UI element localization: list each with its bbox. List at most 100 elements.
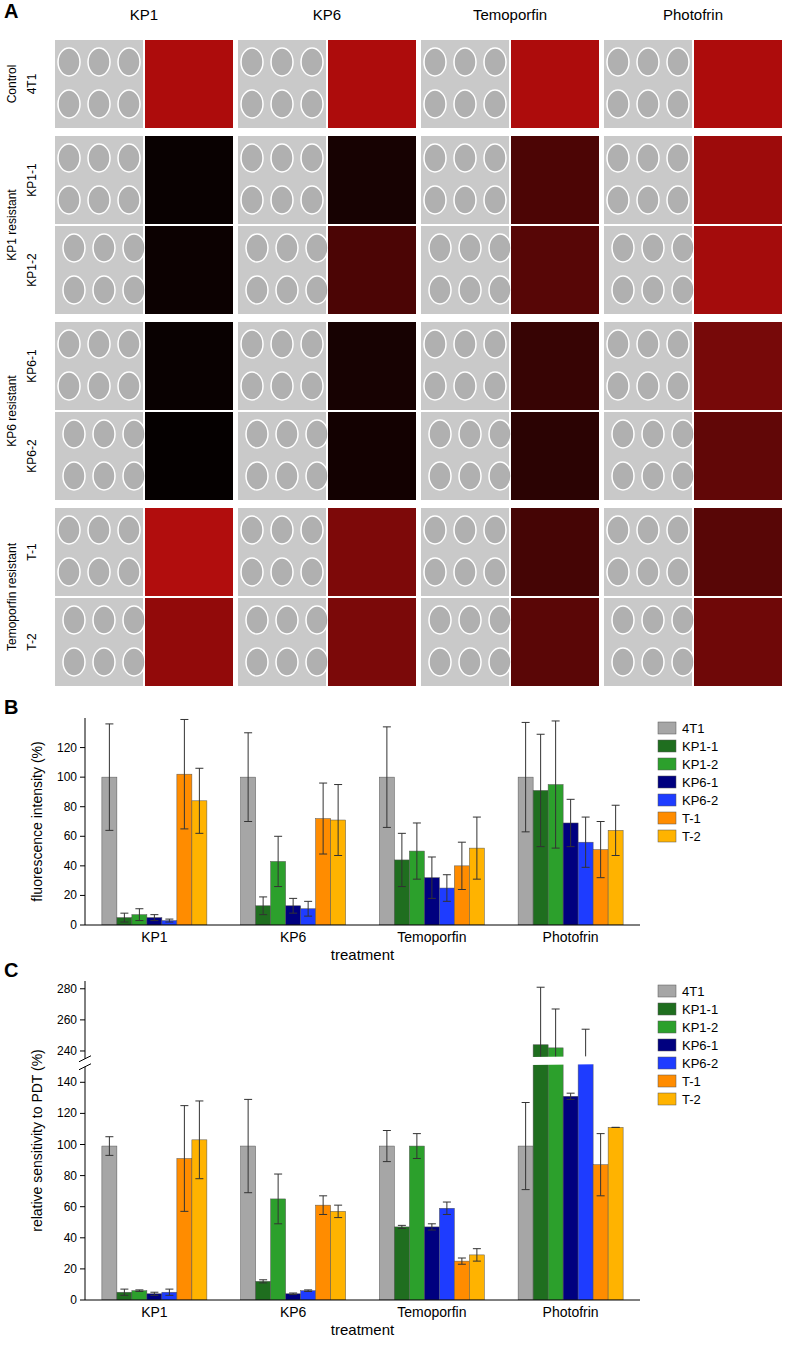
error-cap: [165, 1289, 173, 1290]
x-tick-label: Temoporfin: [397, 929, 466, 945]
cell: [454, 186, 476, 214]
fluorescence-image: [328, 136, 416, 224]
error-line: [323, 1196, 324, 1215]
error-cap: [612, 805, 620, 806]
error-cap: [135, 1291, 143, 1292]
cell: [637, 48, 659, 76]
cell: [424, 90, 446, 118]
error-line: [540, 734, 541, 846]
error-cap: [259, 914, 267, 915]
x-axis-label: treatment: [331, 946, 395, 963]
error-line: [109, 724, 110, 830]
cell: [489, 276, 511, 304]
cell: [607, 48, 629, 76]
figure: AKP1KP6TemoporfinPhotofrin4T1ControlKP1-…: [0, 0, 787, 1345]
fluorescence-image: [145, 226, 233, 314]
error-cap: [428, 898, 436, 899]
y-tick-label: 280: [57, 982, 77, 996]
y-tick: [80, 1019, 85, 1020]
error-cap: [458, 889, 466, 890]
y-tick-label: 140: [57, 1075, 77, 1089]
fluorescence-signal: [694, 322, 782, 410]
error-line: [476, 1249, 477, 1261]
row-label: T-2: [25, 633, 39, 651]
error-bar: [105, 1137, 113, 1156]
error-cap: [473, 817, 481, 818]
cell: [459, 606, 481, 634]
error-cap: [304, 1291, 312, 1292]
fluorescence-signal: [328, 136, 416, 224]
cell: [301, 330, 323, 358]
cell: [672, 606, 694, 634]
error-cap: [105, 830, 113, 831]
error-bar: [120, 913, 128, 922]
error-line: [540, 987, 541, 1061]
cell: [672, 234, 694, 262]
error-cap: [334, 855, 342, 856]
fluorescence-image: [145, 412, 233, 500]
legend-swatch: [658, 1021, 676, 1033]
cell: [93, 276, 115, 304]
y-tick-label: 240: [57, 1044, 77, 1058]
fluorescence-signal: [511, 136, 599, 224]
error-cap: [582, 1029, 590, 1030]
cell: [489, 420, 511, 448]
cell: [607, 372, 629, 400]
cell: [93, 234, 115, 262]
cell: [672, 420, 694, 448]
error-line: [416, 823, 417, 879]
cell: [454, 516, 476, 544]
fluorescence-signal: [145, 136, 233, 224]
error-cap: [150, 920, 158, 921]
cell: [667, 372, 689, 400]
legend-label: KP6-1: [682, 775, 718, 790]
cell: [63, 276, 85, 304]
error-bar: [473, 1249, 481, 1261]
y-tick: [80, 865, 85, 866]
error-line: [338, 1205, 339, 1217]
error-bar: [319, 1196, 327, 1215]
error-cap: [443, 901, 451, 902]
error-cap: [383, 1161, 391, 1162]
fluorescence-image: [511, 598, 599, 686]
y-axis-label: fluorescence intensity (%): [29, 741, 45, 901]
cell: [484, 144, 506, 172]
fluorescence-signal: [145, 598, 233, 686]
cell: [88, 516, 110, 544]
cell: [58, 516, 80, 544]
fluorescence-image: [328, 412, 416, 500]
cell: [241, 186, 263, 214]
cell: [667, 516, 689, 544]
y-axis: [85, 718, 86, 925]
cell: [637, 558, 659, 586]
error-cap: [165, 919, 173, 920]
error-bar: [165, 919, 173, 922]
error-cap: [244, 821, 252, 822]
error-line: [600, 822, 601, 878]
cell: [88, 48, 110, 76]
error-bar: [582, 1029, 590, 1061]
error-cap: [473, 879, 481, 880]
cell: [118, 558, 140, 586]
cell: [123, 420, 145, 448]
error-bar: [289, 898, 297, 913]
error-line: [401, 833, 402, 886]
legend-label: KP1-1: [682, 739, 718, 754]
error-cap: [289, 1294, 297, 1295]
error-line: [416, 1134, 417, 1159]
error-line: [263, 897, 264, 915]
cell: [306, 606, 328, 634]
cell: [271, 516, 293, 544]
cell: [459, 648, 481, 676]
cell: [306, 462, 328, 490]
row-label: KP1-2: [25, 253, 39, 287]
error-cap: [289, 913, 297, 914]
fluorescence-signal: [328, 226, 416, 314]
error-bar: [612, 805, 620, 855]
group-label: KP6 resistant: [5, 375, 19, 447]
plot-area: [102, 987, 623, 1300]
fluorescence-signal: [145, 226, 233, 314]
cell: [88, 558, 110, 586]
error-bar: [150, 915, 158, 921]
cell: [429, 648, 451, 676]
